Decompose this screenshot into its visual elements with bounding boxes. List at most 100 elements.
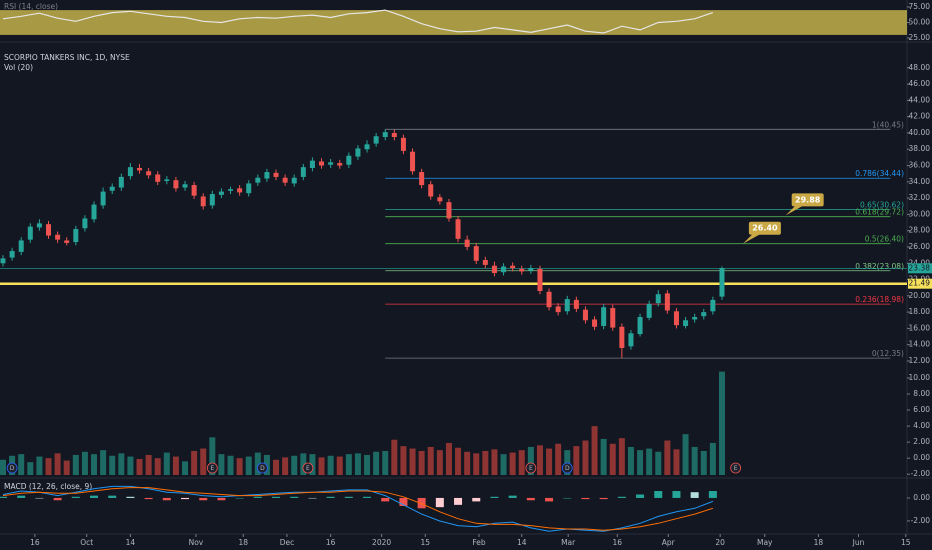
event-marker xyxy=(6,462,18,474)
y-tick-label: 34.00 xyxy=(909,177,931,186)
event-marker xyxy=(561,462,573,474)
candle-body xyxy=(27,226,33,240)
volume-bar xyxy=(0,459,7,475)
candle-body xyxy=(519,268,525,272)
macd-histogram-bar xyxy=(144,497,153,500)
event-label: E xyxy=(306,465,310,472)
candle-body xyxy=(546,291,552,308)
candle-body xyxy=(182,184,188,188)
macd-histogram-bar xyxy=(581,497,590,500)
y-tick-label: 0.00 xyxy=(913,453,930,462)
volume-bar xyxy=(409,448,416,475)
y-tick-label: 4.00 xyxy=(913,421,930,430)
volume-bar xyxy=(455,447,462,475)
candle-body xyxy=(228,189,234,191)
event-marker xyxy=(730,462,742,474)
y-tick-label: 40.00 xyxy=(909,128,931,137)
candle-body xyxy=(309,160,315,168)
fib-label: 0.5(26.40) xyxy=(865,235,904,244)
volume-bar xyxy=(573,446,580,475)
y-tick-label: 50.00 xyxy=(909,18,931,27)
candle-body xyxy=(173,180,179,189)
macd-histogram-bar xyxy=(181,497,190,500)
volume-bar xyxy=(427,446,434,475)
candle-body xyxy=(0,258,6,264)
macd-histogram-bar xyxy=(545,497,554,502)
candle-body xyxy=(419,172,425,186)
macd-histogram-bar xyxy=(508,495,517,498)
candle-body xyxy=(501,266,507,273)
volume-bar xyxy=(18,454,25,475)
volume-bar xyxy=(646,448,653,475)
candle-body xyxy=(491,265,497,274)
candle-body xyxy=(664,293,670,311)
macd-histogram-bar xyxy=(272,496,281,498)
volume-bar xyxy=(555,443,562,475)
y-tick-label: 2.00 xyxy=(913,437,930,446)
candle-body xyxy=(264,172,270,179)
event-label: D xyxy=(260,465,265,472)
candle-body xyxy=(619,326,625,348)
macd-histogram-bar xyxy=(0,496,8,498)
volume-bar xyxy=(382,450,389,475)
volume-bar xyxy=(582,440,589,475)
candle-body xyxy=(673,311,679,326)
x-tick-label: 2020 xyxy=(372,538,391,547)
candle-body xyxy=(601,307,607,326)
macd-histogram-bar xyxy=(690,492,699,498)
volume-bar xyxy=(245,456,252,475)
volume-bar xyxy=(518,450,525,475)
candle-body xyxy=(555,306,561,313)
volume-bar xyxy=(309,454,316,475)
candle-body xyxy=(528,268,534,271)
candle-body xyxy=(646,303,652,318)
x-tick-label: Nov xyxy=(189,538,204,547)
callout-label: 29.88 xyxy=(795,195,821,204)
candle-body xyxy=(300,167,306,177)
candle-body xyxy=(137,167,143,171)
y-tick-label: 12.00 xyxy=(909,356,931,365)
volume-bar xyxy=(109,455,116,475)
volume-bar xyxy=(300,453,307,475)
candle-body xyxy=(191,185,197,196)
macd-histogram-bar xyxy=(563,497,572,499)
volume-bar xyxy=(436,450,443,475)
candle-body xyxy=(200,196,206,207)
volume-bar xyxy=(163,452,170,475)
candle-body xyxy=(155,174,161,182)
volume-bar xyxy=(473,453,480,475)
event-marker xyxy=(302,462,314,474)
macd-histogram-bar xyxy=(235,497,244,499)
macd-histogram-bar xyxy=(454,497,463,505)
volume-bar xyxy=(336,456,343,475)
candle-body xyxy=(209,194,215,206)
candle-body xyxy=(218,191,224,195)
volume-bar xyxy=(391,439,398,475)
y-tick-label: 10.00 xyxy=(909,373,931,382)
volume-bar xyxy=(564,450,571,475)
macd-histogram-bar xyxy=(617,496,626,498)
candle-body xyxy=(127,167,133,177)
macd-histogram-bar xyxy=(71,496,80,498)
volume-bar xyxy=(182,461,189,475)
x-tick-label: Feb xyxy=(472,538,486,547)
volume-title: Vol (20) xyxy=(4,63,33,72)
x-tick-label: 18 xyxy=(238,538,248,547)
candle-body xyxy=(428,184,434,197)
x-tick-label: 14 xyxy=(126,538,136,547)
candle-body xyxy=(64,240,70,243)
y-tick-label: 44.00 xyxy=(909,95,931,104)
macd-histogram-bar xyxy=(399,497,408,506)
candle-body xyxy=(573,299,579,309)
volume-bar xyxy=(36,456,43,475)
x-tick-label: Dec xyxy=(280,538,295,547)
macd-histogram-bar xyxy=(654,491,663,498)
fib-label: 0.65(30.62) xyxy=(860,200,904,209)
callout-pointer xyxy=(742,233,761,244)
volume-bar xyxy=(154,458,161,475)
volume-bar xyxy=(664,440,671,475)
y-tick-label: 48.00 xyxy=(909,63,931,72)
macd-histogram-bar xyxy=(636,494,645,498)
volume-bar xyxy=(345,454,352,475)
candle-body xyxy=(9,251,15,258)
